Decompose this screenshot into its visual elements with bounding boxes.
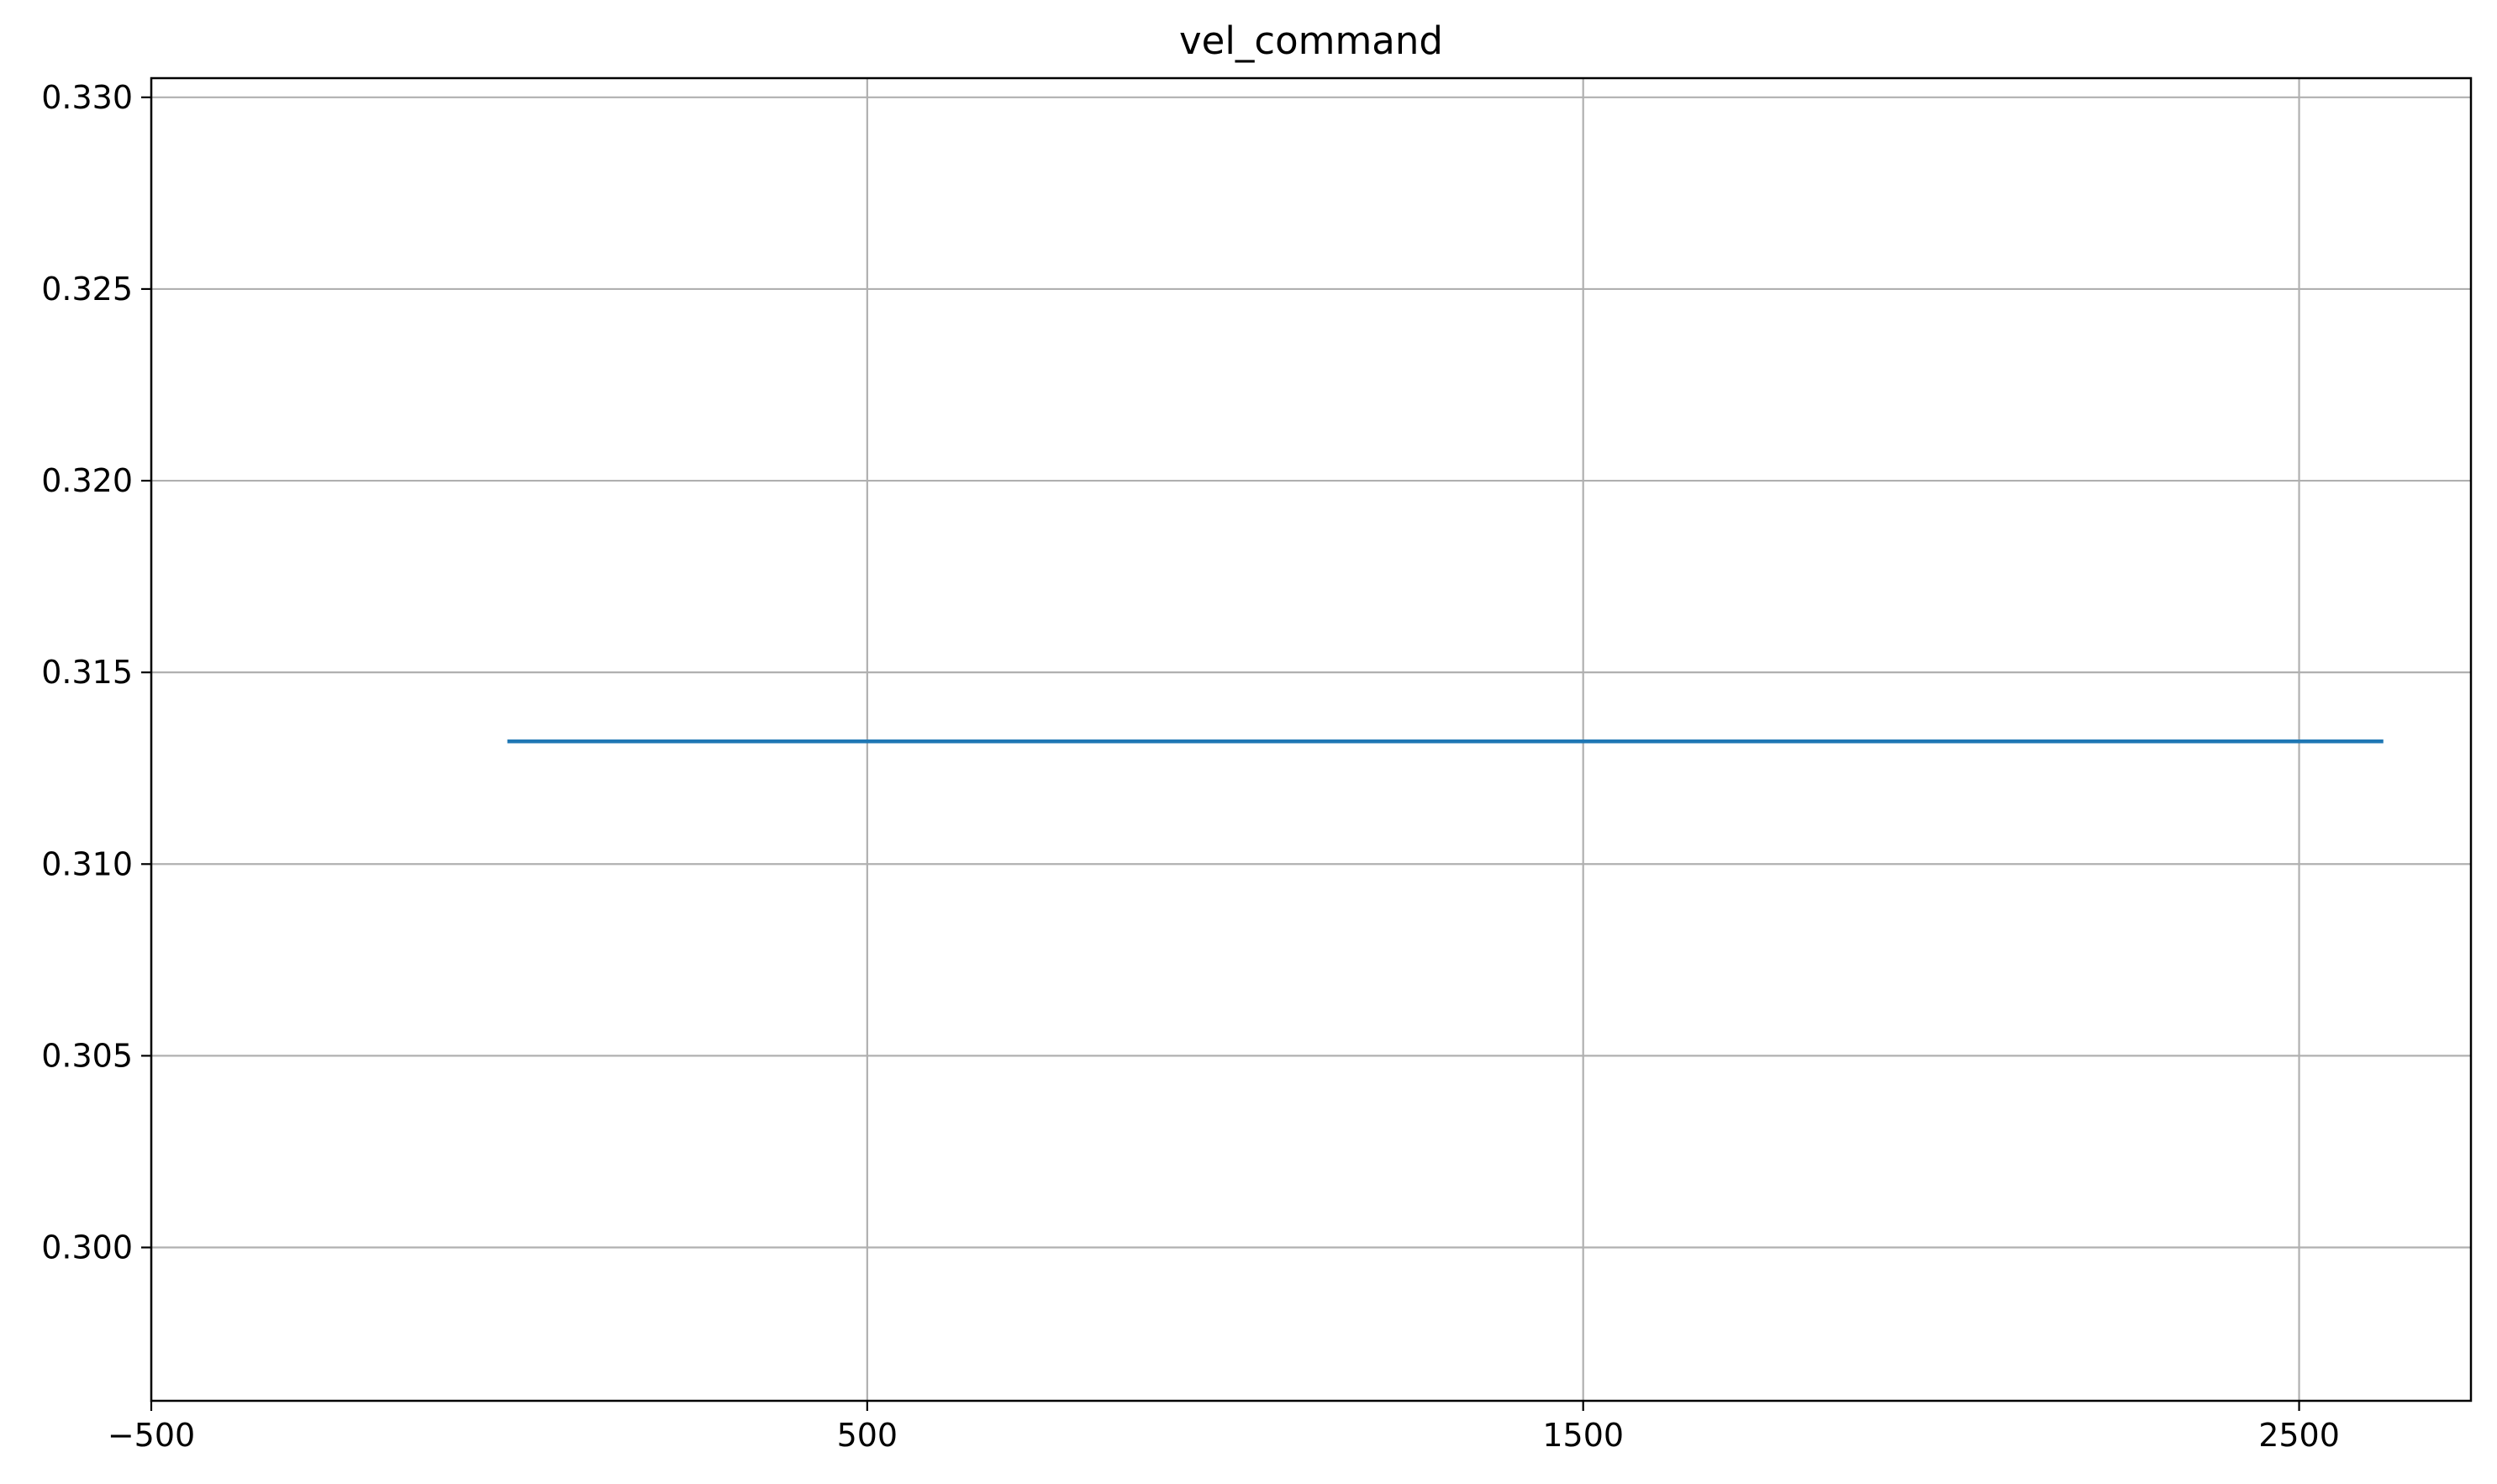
y-tick-label: 0.310 — [41, 845, 133, 882]
chart-title: vel_command — [1179, 18, 1443, 63]
y-tick-label: 0.320 — [41, 462, 133, 499]
y-tick-label: 0.300 — [41, 1229, 133, 1266]
plot-frame — [150, 76, 2473, 1402]
y-tick-label: 0.330 — [41, 79, 133, 116]
x-tick-label: 500 — [837, 1417, 898, 1454]
grid-layer — [150, 78, 2471, 1401]
y-tick-label: 0.315 — [41, 654, 133, 691]
x-tick-label: −500 — [108, 1417, 195, 1454]
y-tick-label: 0.305 — [41, 1037, 133, 1074]
ticks-layer: −500 500 1500 2500 0.300 0.305 0.310 0.315 0.320… — [41, 79, 2340, 1454]
y-tick-label: 0.325 — [41, 271, 133, 308]
x-tick-label: 2500 — [2258, 1417, 2340, 1454]
x-tick-label: 1500 — [1542, 1417, 1624, 1454]
